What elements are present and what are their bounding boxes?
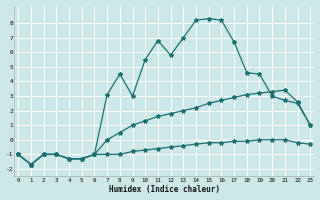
X-axis label: Humidex (Indice chaleur): Humidex (Indice chaleur) [109,185,220,194]
